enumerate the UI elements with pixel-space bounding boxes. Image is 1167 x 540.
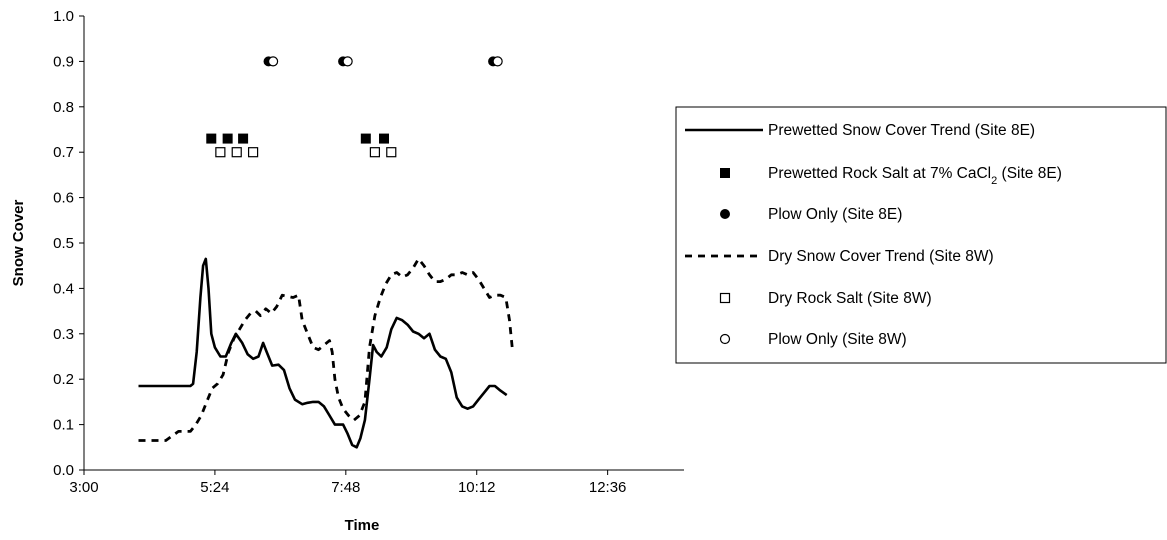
y-tick-label: 0.4: [53, 280, 74, 297]
legend-symbol: [719, 333, 731, 345]
x-ticks: 3:00 5:24 7:48 10:12 12:36: [69, 470, 626, 496]
legend-label: Plow Only (Site 8W): [768, 331, 907, 348]
x-tick-label: 12:36: [589, 479, 627, 496]
legend-symbol: [719, 292, 731, 304]
legend-label: Prewetted Rock Salt at 7% CaCl2 (Site 8E…: [768, 165, 1062, 187]
y-tick-label: 0.0: [53, 462, 74, 479]
legend-symbol: [720, 168, 730, 178]
y-tick-label: 0.2: [53, 371, 74, 388]
x-tick-label: 7:48: [331, 479, 360, 496]
data-point: [360, 133, 371, 144]
legend-label: Dry Snow Cover Trend (Site 8W): [768, 248, 994, 265]
legend-label: Prewetted Snow Cover Trend (Site 8E): [768, 122, 1035, 139]
data-point: [492, 56, 503, 67]
legend-item: Dry Snow Cover Trend (Site 8W): [685, 248, 994, 265]
legend-item: Prewetted Snow Cover Trend (Site 8E): [685, 122, 1035, 139]
y-tick-label: 0.9: [53, 53, 74, 70]
legend-box: [675, 106, 1167, 364]
y-tick-label: 0.7: [53, 144, 74, 161]
y-ticks: 0.0 0.1 0.2 0.3 0.4 0.5 0.6 0.7 0.8 0.9 1.0: [53, 8, 84, 479]
data-point: [231, 147, 242, 158]
data-point: [386, 147, 397, 158]
data-point: [215, 147, 226, 158]
data-point: [342, 56, 353, 67]
data-point: [238, 133, 249, 144]
series-line: [138, 257, 508, 449]
legend-item: Plow Only (Site 8E): [720, 206, 902, 223]
data-point: [369, 147, 381, 158]
y-tick-label: 0.1: [53, 417, 74, 434]
legend-item: Plow Only (Site 8W): [719, 331, 907, 348]
y-tick-label: 0.8: [53, 99, 74, 116]
data-point: [222, 133, 233, 144]
series-line: [138, 257, 514, 442]
legend-item: Prewetted Rock Salt at 7% CaCl2 (Site 8E…: [720, 165, 1062, 187]
data-point: [206, 133, 217, 144]
series-open-circle: [267, 56, 503, 67]
series-dashed-line: [138, 257, 514, 442]
x-tick-label: 10:12: [458, 479, 496, 496]
y-axis-title: Snow Cover: [10, 199, 27, 286]
axes: [83, 16, 684, 471]
series-open-square: [215, 147, 397, 158]
legend-label: Plow Only (Site 8E): [768, 206, 902, 223]
y-tick-label: 0.3: [53, 326, 74, 343]
data-point: [379, 133, 389, 144]
legend-label: Dry Rock Salt (Site 8W): [768, 290, 932, 307]
plot-area: [138, 56, 514, 449]
series-filled-circle: [263, 56, 499, 67]
data-point: [267, 56, 279, 67]
legend-symbol: [720, 209, 730, 219]
y-tick-label: 1.0: [53, 8, 74, 25]
legend: Prewetted Snow Cover Trend (Site 8E) Prew…: [675, 106, 1167, 364]
series-filled-square: [206, 133, 389, 144]
x-tick-label: 5:24: [200, 479, 229, 496]
legend-item: Dry Rock Salt (Site 8W): [719, 290, 932, 307]
series-solid-line: [138, 257, 508, 449]
data-point: [247, 147, 259, 158]
y-tick-label: 0.6: [53, 190, 74, 207]
x-axis-title: Time: [345, 517, 380, 534]
x-tick-label: 3:00: [69, 479, 98, 496]
y-tick-label: 0.5: [53, 235, 74, 252]
